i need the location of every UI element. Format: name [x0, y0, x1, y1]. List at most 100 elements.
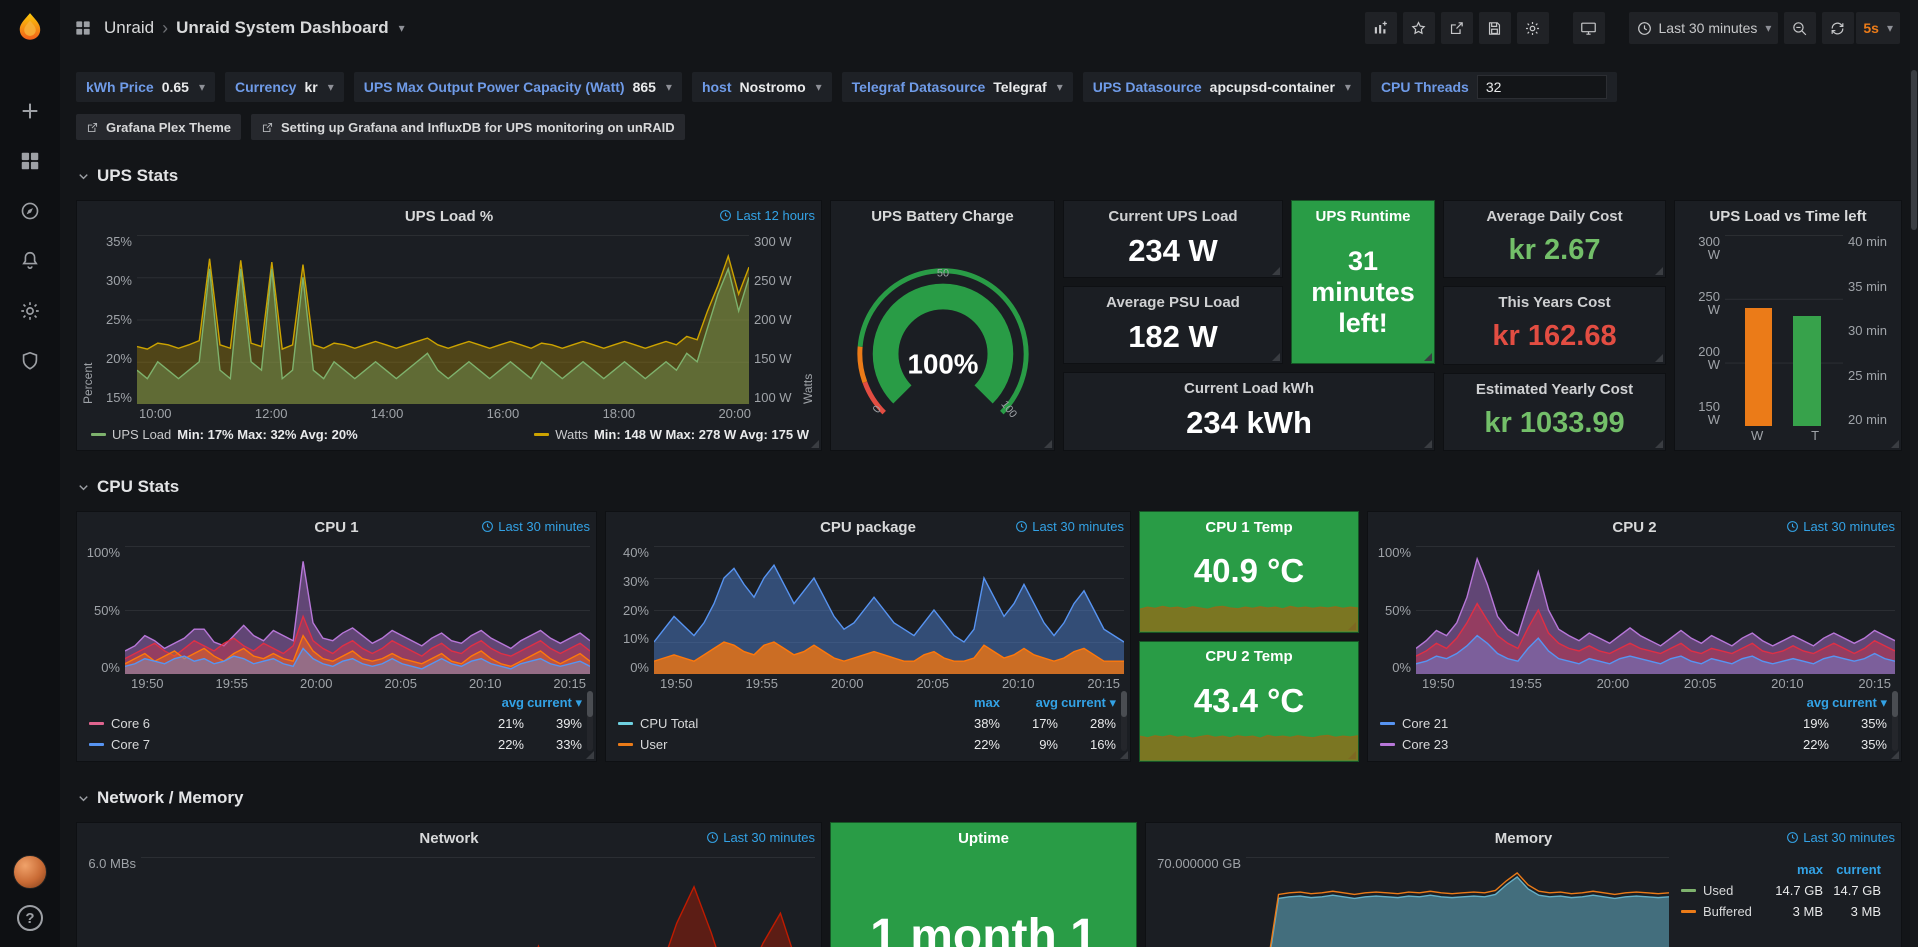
legend-row[interactable]: User 22% 9% 16% [618, 734, 1116, 755]
add-panel-button[interactable] [1364, 12, 1397, 44]
link-grafana-plex-theme[interactable]: Grafana Plex Theme [76, 114, 241, 140]
legend-column-header[interactable]: avg [501, 695, 524, 710]
share-button[interactable] [1440, 12, 1473, 44]
tick-label: 20:05 [916, 675, 949, 691]
legend-row[interactable]: Core 6 21% 39% [89, 713, 582, 734]
tick-label: 100 W [754, 390, 792, 405]
row-header-cpu-stats[interactable]: CPU Stats [76, 475, 1902, 499]
panel-title[interactable]: CPU 2 Temp [1205, 648, 1293, 665]
dashboard-title[interactable]: Unraid System Dashboard [176, 18, 389, 37]
cpu-package-chart[interactable] [654, 546, 1124, 674]
server-admin-shield-icon[interactable] [17, 348, 43, 374]
panel-title[interactable]: CPU 2 [1612, 518, 1657, 536]
legend-item-watts[interactable]: Watts Min: 148 W Max: 278 W Avg: 175 W [534, 427, 809, 442]
zoom-out-button[interactable] [1784, 12, 1817, 44]
star-button[interactable] [1402, 12, 1435, 44]
stat-value: 182 W [1128, 318, 1218, 354]
title-caret-icon[interactable]: ▾ [398, 21, 405, 35]
legend-scrollbar[interactable] [1892, 691, 1898, 751]
tick-label: 20:15 [1087, 675, 1120, 691]
legend-column-header[interactable]: current ▾ [527, 694, 582, 710]
bar-time-left[interactable] [1793, 316, 1821, 426]
panel-title[interactable]: UPS Runtime [1315, 208, 1411, 225]
dashboard-settings-button[interactable] [1516, 12, 1549, 44]
legend-column-header[interactable]: avg [1806, 695, 1829, 710]
time-range-picker[interactable]: Last 30 minutes ▾ [1628, 12, 1779, 44]
legend-row[interactable]: Core 23 22% 35% [1380, 734, 1887, 755]
explore-compass-icon[interactable] [17, 198, 43, 224]
variable-kwh-price[interactable]: kWh Price 0.65 ▾ [76, 72, 215, 102]
dashboards-grid-icon[interactable] [17, 148, 43, 174]
panel-time-range[interactable]: Last 30 minutes [1786, 519, 1895, 534]
kiosk-tv-button[interactable] [1572, 12, 1605, 44]
legend-header: max avg current ▾ [618, 692, 1116, 713]
legend-row[interactable]: Core 21 19% 35% [1380, 713, 1887, 734]
panel-title[interactable]: Average Daily Cost [1486, 208, 1623, 225]
panel-title[interactable]: Current UPS Load [1108, 208, 1238, 225]
variable-cpu-threads[interactable]: CPU Threads [1370, 72, 1617, 102]
grafana-logo[interactable] [0, 0, 60, 56]
save-button[interactable] [1478, 12, 1511, 44]
refresh-button[interactable] [1822, 12, 1855, 44]
variable-host[interactable]: host Nostromo ▾ [691, 72, 832, 102]
network-chart[interactable] [141, 857, 815, 947]
y-axis-ticks: 70.000000 GB60.000000 GB50.000000 GB [1150, 857, 1246, 947]
panel-title[interactable]: Network [419, 829, 479, 847]
link-ups-monitoring-guide[interactable]: Setting up Grafana and InfluxDB for UPS … [251, 114, 685, 140]
alerting-bell-icon[interactable] [17, 248, 43, 274]
scrollbar-thumb[interactable] [1911, 70, 1917, 230]
panel-title[interactable]: Estimated Yearly Cost [1475, 380, 1634, 398]
configuration-gear-icon[interactable] [17, 298, 43, 324]
panel-time-range[interactable]: Last 30 minutes [1786, 830, 1895, 845]
legend-scrollbar[interactable] [1121, 691, 1127, 751]
row-header-network-memory[interactable]: Network / Memory [76, 786, 1902, 810]
variable-currency[interactable]: Currency kr ▾ [224, 72, 344, 102]
cpu2-chart[interactable] [1416, 546, 1895, 674]
panel-title[interactable]: CPU 1 [314, 518, 359, 536]
legend-row[interactable]: Core 7 22% 33% [89, 734, 582, 755]
memory-chart[interactable] [1246, 857, 1669, 947]
bar-watts[interactable] [1745, 307, 1773, 426]
user-avatar[interactable] [13, 855, 47, 889]
panel-title[interactable]: CPU package [820, 518, 916, 536]
panel-time-range[interactable]: Last 30 minutes [706, 830, 815, 845]
tick-label: 14:00 [370, 405, 404, 421]
panel-time-range[interactable]: Last 30 minutes [1015, 519, 1124, 534]
ups-load-chart[interactable] [137, 235, 749, 404]
panel-title[interactable]: UPS Load vs Time left [1709, 207, 1867, 225]
create-plus-icon[interactable] [17, 98, 43, 124]
variable-telegraf-datasource[interactable]: Telegraf Datasource Telegraf ▾ [841, 72, 1073, 102]
variable-ups-datasource[interactable]: UPS Datasource apcupsd-container ▾ [1082, 72, 1361, 102]
legend-column-header[interactable]: current ▾ [1061, 694, 1116, 710]
panel-time-range[interactable]: Last 30 minutes [481, 519, 590, 534]
variable-ups-max-output[interactable]: UPS Max Output Power Capacity (Watt) 865… [353, 72, 682, 102]
breadcrumb-root[interactable]: Unraid [104, 18, 155, 37]
panel-title[interactable]: Average PSU Load [1106, 294, 1240, 311]
panel-title[interactable]: UPS Battery Charge [871, 207, 1014, 225]
variable-label: Currency [234, 79, 297, 95]
legend-column-header[interactable]: max [973, 695, 1000, 710]
cpu-threads-input[interactable] [1476, 75, 1607, 99]
apps-grid-icon[interactable] [70, 15, 96, 41]
legend-column-header[interactable]: avg [1035, 695, 1058, 710]
help-icon[interactable]: ? [17, 905, 43, 931]
legend-row[interactable]: CPU Total 38% 17% 28% [618, 713, 1116, 734]
legend-column-header[interactable]: current [1836, 862, 1881, 877]
panel-title[interactable]: This Years Cost [1498, 294, 1611, 312]
row-header-ups-stats[interactable]: UPS Stats [76, 164, 1902, 188]
panel-title[interactable]: Uptime [958, 829, 1009, 847]
cpu1-chart[interactable] [125, 546, 590, 674]
page-scrollbar[interactable] [1910, 0, 1918, 947]
panel-title[interactable]: Memory [1494, 829, 1553, 847]
panel-title[interactable]: CPU 1 Temp [1205, 518, 1293, 536]
legend-column-header[interactable]: current ▾ [1832, 694, 1887, 710]
panel-title[interactable]: UPS Load % [404, 207, 494, 225]
legend-item-ups-load[interactable]: UPS Load Min: 17% Max: 32% Avg: 20% [91, 427, 358, 442]
legend-column-header[interactable]: max [1796, 862, 1823, 877]
panel-time-range[interactable]: Last 12 hours [719, 208, 815, 223]
legend-row[interactable]: Used 14.7 GB 14.7 GB [1681, 880, 1881, 901]
legend-row[interactable]: Buffered 3 MB 3 MB [1681, 901, 1881, 922]
panel-title[interactable]: Current Load kWh [1184, 380, 1314, 397]
legend-scrollbar[interactable] [587, 691, 593, 751]
refresh-interval-dropdown[interactable]: 5s ▾ [1856, 12, 1900, 44]
